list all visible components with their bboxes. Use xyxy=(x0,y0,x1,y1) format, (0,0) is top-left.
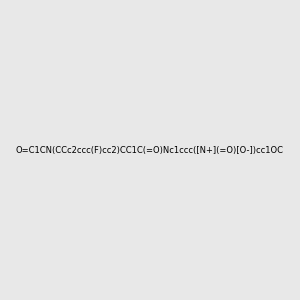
Text: O=C1CN(CCc2ccc(F)cc2)CC1C(=O)Nc1ccc([N+](=O)[O-])cc1OC: O=C1CN(CCc2ccc(F)cc2)CC1C(=O)Nc1ccc([N+]… xyxy=(16,146,284,154)
